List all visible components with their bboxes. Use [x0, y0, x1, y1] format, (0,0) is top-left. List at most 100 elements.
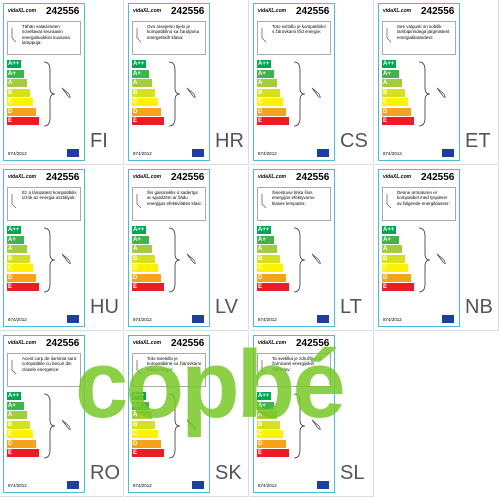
class-bar: C	[257, 98, 283, 106]
class-bar: D	[7, 273, 36, 282]
bracket	[43, 227, 71, 293]
language-code: FI	[90, 130, 108, 152]
class-bar: E	[7, 449, 39, 457]
class-bar: E	[132, 117, 164, 125]
language-code: CS	[340, 130, 368, 152]
language-code: RO	[90, 462, 120, 484]
label-cell: vidaXL.com 242556 Tähän valaisimeen sovell…	[0, 0, 124, 165]
class-bar: B	[7, 420, 30, 429]
class-bar: A	[257, 79, 277, 87]
brand: vidaXL.com	[383, 8, 412, 14]
brand: vidaXL.com	[133, 340, 162, 346]
class-bar: B	[132, 254, 155, 263]
label-text: Ovo rasvjetno tijelo je kompatibilno sa …	[147, 24, 200, 40]
text-box: Ovo rasvjetno tijelo je kompatibilno sa …	[132, 21, 206, 55]
label-cell: vidaXL.com 242556 Denne armaturen er kompa…	[375, 166, 499, 331]
class-bar: A	[382, 79, 402, 87]
class-bar: C	[7, 430, 33, 438]
class-bar: B	[257, 88, 280, 97]
label-cell: vidaXL.com 242556 Toto svítidlo je kompati…	[250, 0, 374, 165]
text-box: Ez a lámpatest kompatibilis izzók az ene…	[7, 187, 81, 221]
class-bar: B	[132, 88, 155, 97]
class-bar: D	[382, 273, 411, 282]
class-bar: A+	[382, 235, 399, 244]
label-text: Tähän valaisimeen sovellavat seuraavin e…	[22, 24, 70, 46]
class-bar: A+	[132, 401, 149, 410]
label-cell: vidaXL.com 242556 Ta svetilka je združljiv…	[250, 332, 374, 497]
language-code: NB	[465, 296, 493, 318]
class-bar: B	[257, 254, 280, 263]
eu-flag	[317, 149, 329, 157]
label-text: Ta svetilka je združljiva z žarnicami en…	[272, 356, 322, 372]
class-bar: A	[132, 79, 152, 87]
lamp-icon	[261, 28, 267, 43]
class-bar: E	[257, 283, 289, 291]
class-bar: C	[132, 430, 158, 438]
class-bar: A	[257, 411, 277, 419]
class-bar: A	[7, 411, 27, 419]
text-box: Šis gaismeklis ir saderīgs ar spuldzēm a…	[132, 187, 206, 221]
product-number: 242556	[171, 172, 205, 183]
energy-label: vidaXL.com 242556 Toto svietidlo je kompat…	[128, 335, 210, 493]
text-box: Toto svietidlo je kompatibilné so žiarov…	[132, 353, 206, 387]
class-bar: C	[257, 264, 283, 272]
bracket	[168, 61, 196, 127]
regulation: 874/2012	[133, 151, 152, 156]
class-bar: A++	[7, 60, 21, 68]
label-text: Denne armaturen er kompatibel med lyspær…	[397, 190, 450, 206]
regulation: 874/2012	[258, 483, 277, 488]
label-cell: vidaXL.com 242556 Šviestuvui tinka šios en…	[250, 166, 374, 331]
class-bar: B	[257, 420, 280, 429]
eu-flag	[192, 315, 204, 323]
language-code: LT	[340, 296, 362, 318]
lamp-icon	[136, 194, 142, 209]
class-bar: A	[132, 411, 152, 419]
text-box: Toto svítidlo je kompatibilní s žárovkam…	[257, 21, 331, 55]
class-bar: A++	[257, 60, 271, 68]
class-bar: D	[7, 107, 36, 116]
regulation: 874/2012	[258, 151, 277, 156]
label-cell: vidaXL.com 242556 Šis gaismeklis ir saderī…	[125, 166, 249, 331]
text-box: Acest corp de iluminat sunt compatibile …	[7, 353, 81, 387]
energy-label: vidaXL.com 242556 Ta svetilka je združljiv…	[253, 335, 335, 493]
class-bar: B	[7, 254, 30, 263]
class-bar: A++	[7, 226, 21, 234]
label-cell: vidaXL.com 242556 Ez a lámpatest kompatibi…	[0, 166, 124, 331]
energy-label: vidaXL.com 242556 Tähän valaisimeen sovell…	[3, 3, 85, 161]
product-number: 242556	[421, 6, 455, 17]
class-bar: A	[7, 245, 27, 253]
eu-flag	[317, 481, 329, 489]
language-code: HU	[90, 296, 119, 318]
label-text: Toto svítidlo je kompatibilní s žárovkam…	[272, 24, 326, 35]
language-code: SL	[340, 462, 365, 484]
text-box: Ta svetilka je združljiva z žarnicami en…	[257, 353, 331, 387]
lamp-icon	[136, 360, 142, 375]
lamp-icon	[261, 360, 267, 375]
product-number: 242556	[296, 6, 330, 17]
brand: vidaXL.com	[258, 8, 287, 14]
class-bar: A++	[382, 60, 396, 68]
language-code: HR	[215, 130, 244, 152]
bracket	[293, 227, 321, 293]
class-bar: A+	[382, 69, 399, 78]
label-text: Šviestuvui tinka šios energijos efektyvu…	[272, 190, 315, 206]
energy-label: vidaXL.com 242556 Denne armaturen er kompa…	[378, 169, 460, 327]
brand: vidaXL.com	[258, 174, 287, 180]
regulation: 874/2012	[133, 317, 152, 322]
class-bar: D	[382, 107, 411, 116]
brand: vidaXL.com	[258, 340, 287, 346]
class-bar: A	[132, 245, 152, 253]
bracket	[43, 393, 71, 459]
label-text: See valgusti on sobilik lambipirnidega j…	[397, 24, 450, 40]
brand: vidaXL.com	[383, 174, 412, 180]
class-bar: B	[382, 254, 405, 263]
lamp-icon	[11, 194, 17, 209]
text-box: See valgusti on sobilik lambipirnidega j…	[382, 21, 456, 55]
label-cell: vidaXL.com 242556 Ovo rasvjetno tijelo je …	[125, 0, 249, 165]
class-bar: D	[132, 439, 161, 448]
bracket	[293, 393, 321, 459]
label-cell: vidaXL.com 242556 Acest corp de iluminat s…	[0, 332, 124, 497]
regulation: 874/2012	[383, 317, 402, 322]
class-bar: C	[7, 264, 33, 272]
